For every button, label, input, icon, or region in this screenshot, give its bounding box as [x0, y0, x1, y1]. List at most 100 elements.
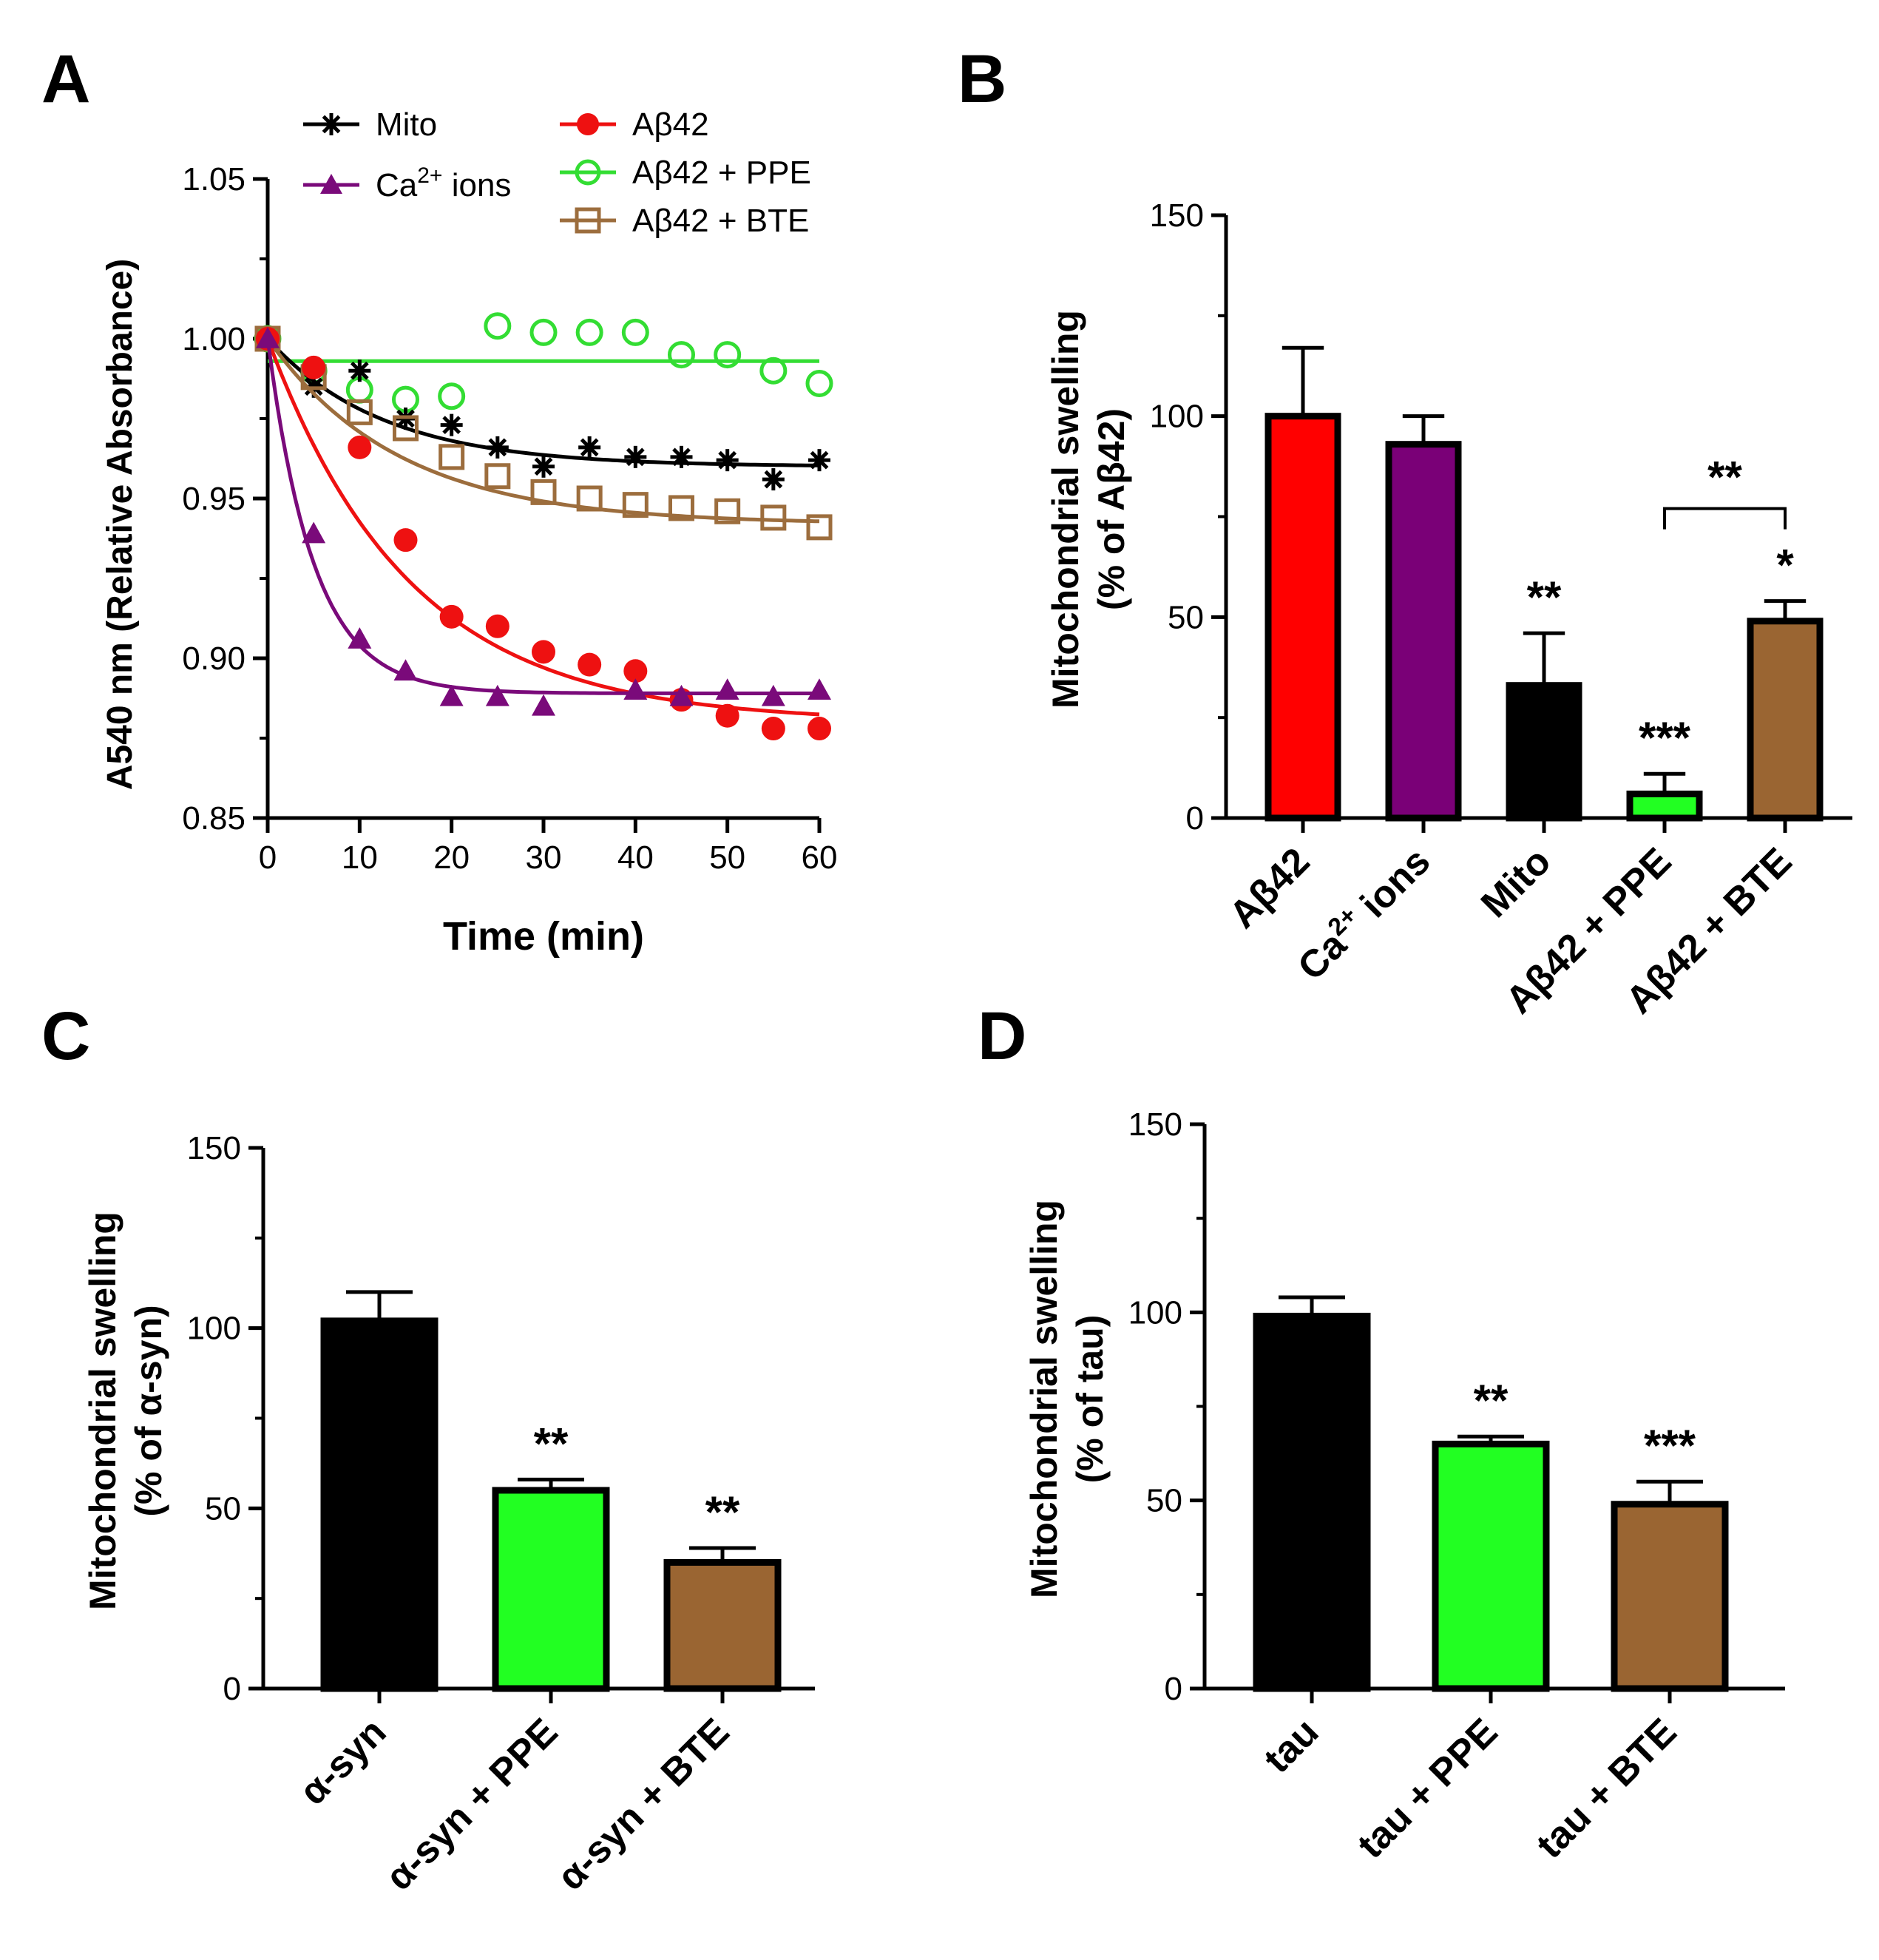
data-point — [439, 604, 464, 629]
data-point — [716, 449, 739, 472]
data-point — [439, 444, 465, 470]
legend-label-text: Mito — [376, 107, 437, 143]
legend-label-text: Ca — [376, 167, 418, 203]
data-point — [530, 479, 557, 505]
series-4 — [254, 325, 833, 541]
plot-area — [254, 312, 833, 741]
category-label: Mito — [1473, 839, 1560, 926]
legend-marker — [577, 113, 599, 135]
marker-stroke — [322, 115, 341, 134]
data-point — [805, 369, 833, 397]
data-point — [484, 312, 512, 340]
panel-d: D 0 50 100 150 Mitochondrial swelling (% of ta… — [978, 998, 1785, 1867]
data-point — [761, 684, 785, 706]
series-2 — [256, 327, 831, 741]
y-tick-label: 1.05 — [182, 161, 246, 197]
y-tick-label: 100 — [1128, 1294, 1182, 1331]
bar — [1506, 682, 1582, 822]
data-point — [256, 327, 280, 348]
bar — [1432, 1440, 1550, 1692]
data-point — [808, 717, 831, 741]
data-point — [714, 498, 741, 524]
legend: Mito Ca2+ ions Aβ42 Aβ42 + PPE Aβ42 + BTE — [303, 107, 811, 239]
data-point — [438, 382, 466, 410]
bar-group: ** tau + PPE — [1350, 1376, 1550, 1867]
bar-group: Aβ42 — [1222, 345, 1341, 936]
y-tick-label: 0.90 — [182, 641, 246, 677]
data-point — [668, 341, 695, 369]
legend-entry: Aβ42 — [560, 107, 709, 143]
y-axis-title: Mitochondrial swelling (% of α-syn) — [82, 1212, 169, 1610]
legend-marker — [575, 159, 601, 186]
bar — [663, 1558, 782, 1692]
y-axis-title-line: (% of α-syn) — [128, 1305, 169, 1516]
legend-label: Aβ42 + BTE — [632, 203, 809, 239]
panel-letter: B — [958, 41, 1006, 117]
data-point — [761, 717, 785, 741]
legend-label-suffix: ions — [442, 167, 511, 203]
data-point — [302, 521, 326, 544]
data-point — [578, 652, 602, 677]
panel-c: C 0 50 100 150 Mitochondrial swelling (% of α-… — [41, 998, 815, 1899]
series-3 — [254, 312, 833, 413]
y-axis-title: Mitochondrial swelling (% of Aβ42) — [1045, 310, 1132, 709]
bar-group: tau — [1253, 1295, 1371, 1782]
x-tick-label: 30 — [526, 839, 562, 876]
y-tick-label: 50 — [205, 1490, 241, 1527]
bar-group: *Aβ42 + BTE — [1618, 541, 1824, 1022]
data-point — [348, 359, 371, 382]
legend-label-text: Aβ42 + BTE — [632, 203, 809, 239]
y-tick-label: 50 — [1146, 1483, 1182, 1519]
category-label: α-syn + BTE — [549, 1710, 738, 1899]
legend-label-sup: 2+ — [417, 163, 442, 188]
y-axis-title-line: (% of Aβ42) — [1091, 408, 1132, 610]
data-point — [346, 399, 373, 425]
marker-stroke — [672, 447, 691, 467]
category-label: tau + PPE — [1350, 1710, 1506, 1867]
data-point — [484, 463, 511, 490]
y-axis-title-line: Mitochondrial swelling — [82, 1212, 123, 1610]
bar — [492, 1487, 610, 1692]
legend-marker — [575, 207, 601, 234]
data-point — [532, 694, 555, 716]
category-label: tau + BTE — [1528, 1710, 1685, 1867]
data-point — [393, 415, 419, 442]
data-point — [715, 703, 739, 728]
bar — [1264, 413, 1341, 822]
legend-label: Aβ42 + PPE — [632, 155, 811, 191]
significance-label: ** — [534, 1419, 569, 1468]
panel-letter: D — [978, 998, 1026, 1074]
bar — [1626, 790, 1703, 822]
y-axis-title: A540 nm (Relative Absorbance) — [101, 259, 140, 790]
legend-entry: Aβ42 + BTE — [560, 203, 809, 239]
data-point — [440, 413, 463, 436]
legend-label: Ca2+ ions — [376, 163, 511, 203]
category-label: α-syn — [291, 1710, 394, 1813]
category-label: Aβ42 — [1222, 839, 1318, 936]
legend-label-text: Aβ42 — [632, 107, 709, 143]
panel-a: A 0.85 0.90 0.95 1.00 1.05 0 10 20 30 40 50 60 Time (… — [41, 41, 837, 959]
bar — [1747, 618, 1824, 822]
panel-b: B 0 50 100 150 Mitochondrial swelling (% of Aβ… — [958, 41, 1852, 1022]
significance-label: *** — [1644, 1421, 1696, 1470]
data-point — [348, 435, 372, 459]
significance-label: *** — [1639, 713, 1691, 763]
data-point — [715, 678, 739, 700]
data-point — [393, 528, 418, 552]
y-tick-label: 150 — [187, 1130, 241, 1166]
x-tick-label: 10 — [342, 839, 378, 876]
significance-label: ** — [1474, 1376, 1509, 1425]
y-tick-label: 150 — [1150, 197, 1204, 234]
legend-entry: Mito — [303, 107, 437, 143]
significance-label: ** — [1527, 572, 1562, 622]
data-point — [669, 684, 694, 706]
category-label: α-syn + PPE — [378, 1710, 566, 1899]
y-axis-title-line: Mitochondrial swelling — [1023, 1200, 1065, 1598]
data-point — [668, 495, 694, 521]
legend-marker — [320, 174, 342, 194]
data-point — [808, 678, 831, 700]
data-point — [578, 436, 601, 459]
y-tick-label: 1.00 — [182, 321, 246, 357]
data-point — [624, 445, 647, 468]
